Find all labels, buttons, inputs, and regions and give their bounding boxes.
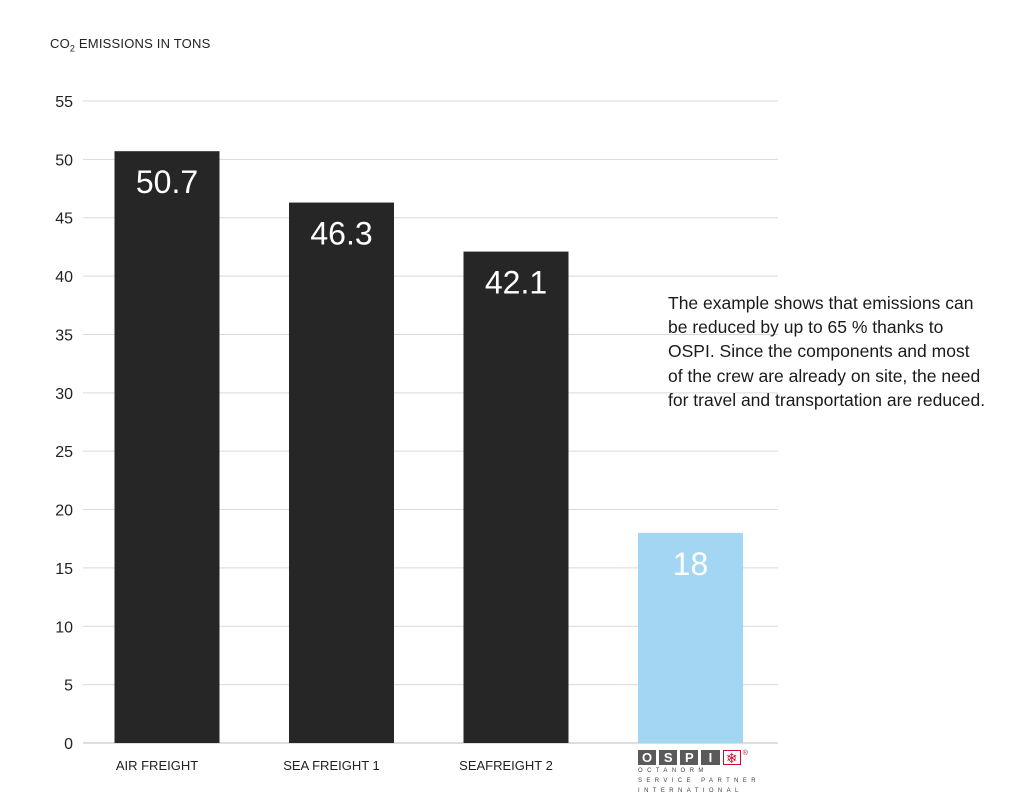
y-tick-label: 25 bbox=[55, 444, 73, 461]
logo-letter-i: I bbox=[701, 750, 720, 765]
logo-line-1: OCTANORM bbox=[638, 768, 708, 774]
bar-value-label: 50.7 bbox=[136, 164, 198, 200]
y-tick-label: 20 bbox=[55, 503, 73, 520]
logo-line-2: SERVICE PARTNER bbox=[638, 778, 761, 784]
y-tick-label: 55 bbox=[55, 94, 73, 111]
bar-value-label: 18 bbox=[673, 546, 709, 582]
y-tick-label: 0 bbox=[64, 736, 73, 753]
logo-letter-p: P bbox=[680, 750, 699, 765]
bar-value-label: 46.3 bbox=[310, 216, 372, 252]
logo-letter-s: S bbox=[659, 750, 678, 765]
logo-line-3: INTERNATIONAL bbox=[638, 788, 743, 794]
ospi-logo: O S P I ❄ ® OCTANORM SERVICE PARTNER INT… bbox=[638, 750, 761, 794]
y-axis-label: CO2 EMISSIONS IN TONS bbox=[50, 36, 211, 54]
y-tick-label: 30 bbox=[55, 386, 73, 403]
x-tick-label: SEAFREIGHT 2 bbox=[459, 758, 553, 773]
y-tick-label: 50 bbox=[55, 152, 73, 169]
x-tick-label: SEA FREIGHT 1 bbox=[283, 758, 380, 773]
y-tick-label: 15 bbox=[55, 561, 73, 578]
y-tick-label: 5 bbox=[64, 678, 73, 695]
logo-letter-o: O bbox=[638, 750, 657, 765]
bar bbox=[289, 202, 394, 743]
y-tick-label: 10 bbox=[55, 619, 73, 636]
x-tick-label: AIR FREIGHT bbox=[116, 758, 198, 773]
bar bbox=[638, 532, 743, 743]
bar bbox=[463, 251, 569, 743]
chart-note: The example shows that emissions can be … bbox=[668, 293, 986, 410]
snowflake-icon: ❄ bbox=[722, 750, 741, 766]
y-tick-label: 35 bbox=[55, 327, 73, 344]
y-tick-label: 40 bbox=[55, 269, 73, 286]
y-tick-label: 45 bbox=[55, 211, 73, 228]
bar bbox=[114, 151, 220, 743]
registered-mark: ® bbox=[742, 750, 748, 757]
bar-value-label: 42.1 bbox=[485, 265, 547, 301]
